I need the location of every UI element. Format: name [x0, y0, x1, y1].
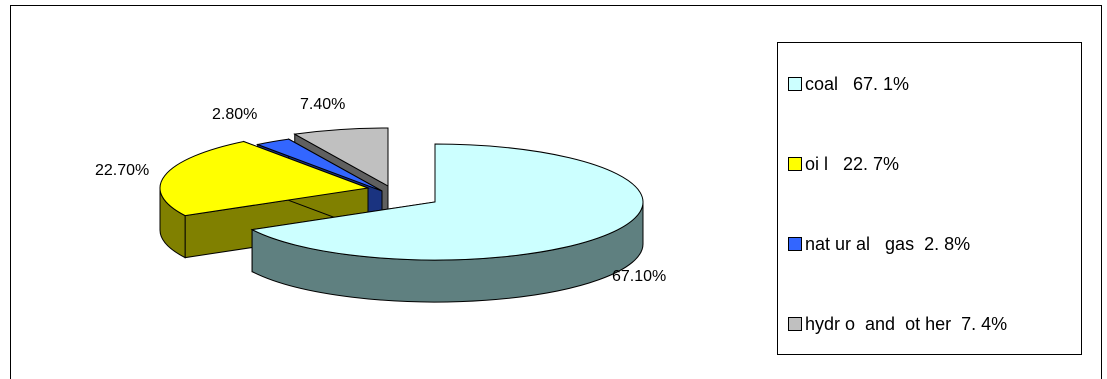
pie-slice-top-hydro-and-other: [293, 127, 389, 187]
data-label-hydro-and-other: 7.40%: [300, 96, 346, 113]
pie-chart: [159, 127, 644, 303]
pie-slice-coal: [250, 143, 644, 303]
legend-swatch-oil: [788, 157, 802, 171]
legend-label-oil: oi l 22. 7%: [805, 153, 900, 174]
pie-slice-top-coal: [250, 143, 644, 261]
legend-label-coal: coal 67. 1%: [805, 73, 910, 94]
legend-item-coal: coal 67. 1%: [788, 73, 909, 95]
data-label-oil: 22.70%: [95, 162, 150, 179]
legend: coal 67. 1% oi l 22. 7% nat ur al gas 2.…: [777, 42, 1082, 355]
data-label-coal: 67.10%: [612, 268, 667, 285]
legend-item-natural-gas: nat ur al gas 2. 8%: [788, 233, 970, 255]
chart-area: [10, 5, 1102, 379]
legend-label-hydro-and-other: hydr o and ot her 7. 4%: [805, 313, 1008, 334]
legend-item-hydro-and-other: hydr o and ot her 7. 4%: [788, 313, 1007, 335]
legend-swatch-natural-gas: [788, 237, 802, 251]
data-label-natural-gas: 2.80%: [212, 106, 258, 123]
pie-slice-top-oil: [159, 140, 370, 217]
legend-swatch-hydro-and-other: [788, 317, 802, 331]
pie-slice-oil: [159, 140, 370, 259]
legend-label-natural-gas: nat ur al gas 2. 8%: [805, 233, 971, 254]
legend-swatch-coal: [788, 77, 802, 91]
pie-slice-top-natural-gas: [255, 138, 383, 192]
legend-item-oil: oi l 22. 7%: [788, 153, 899, 175]
